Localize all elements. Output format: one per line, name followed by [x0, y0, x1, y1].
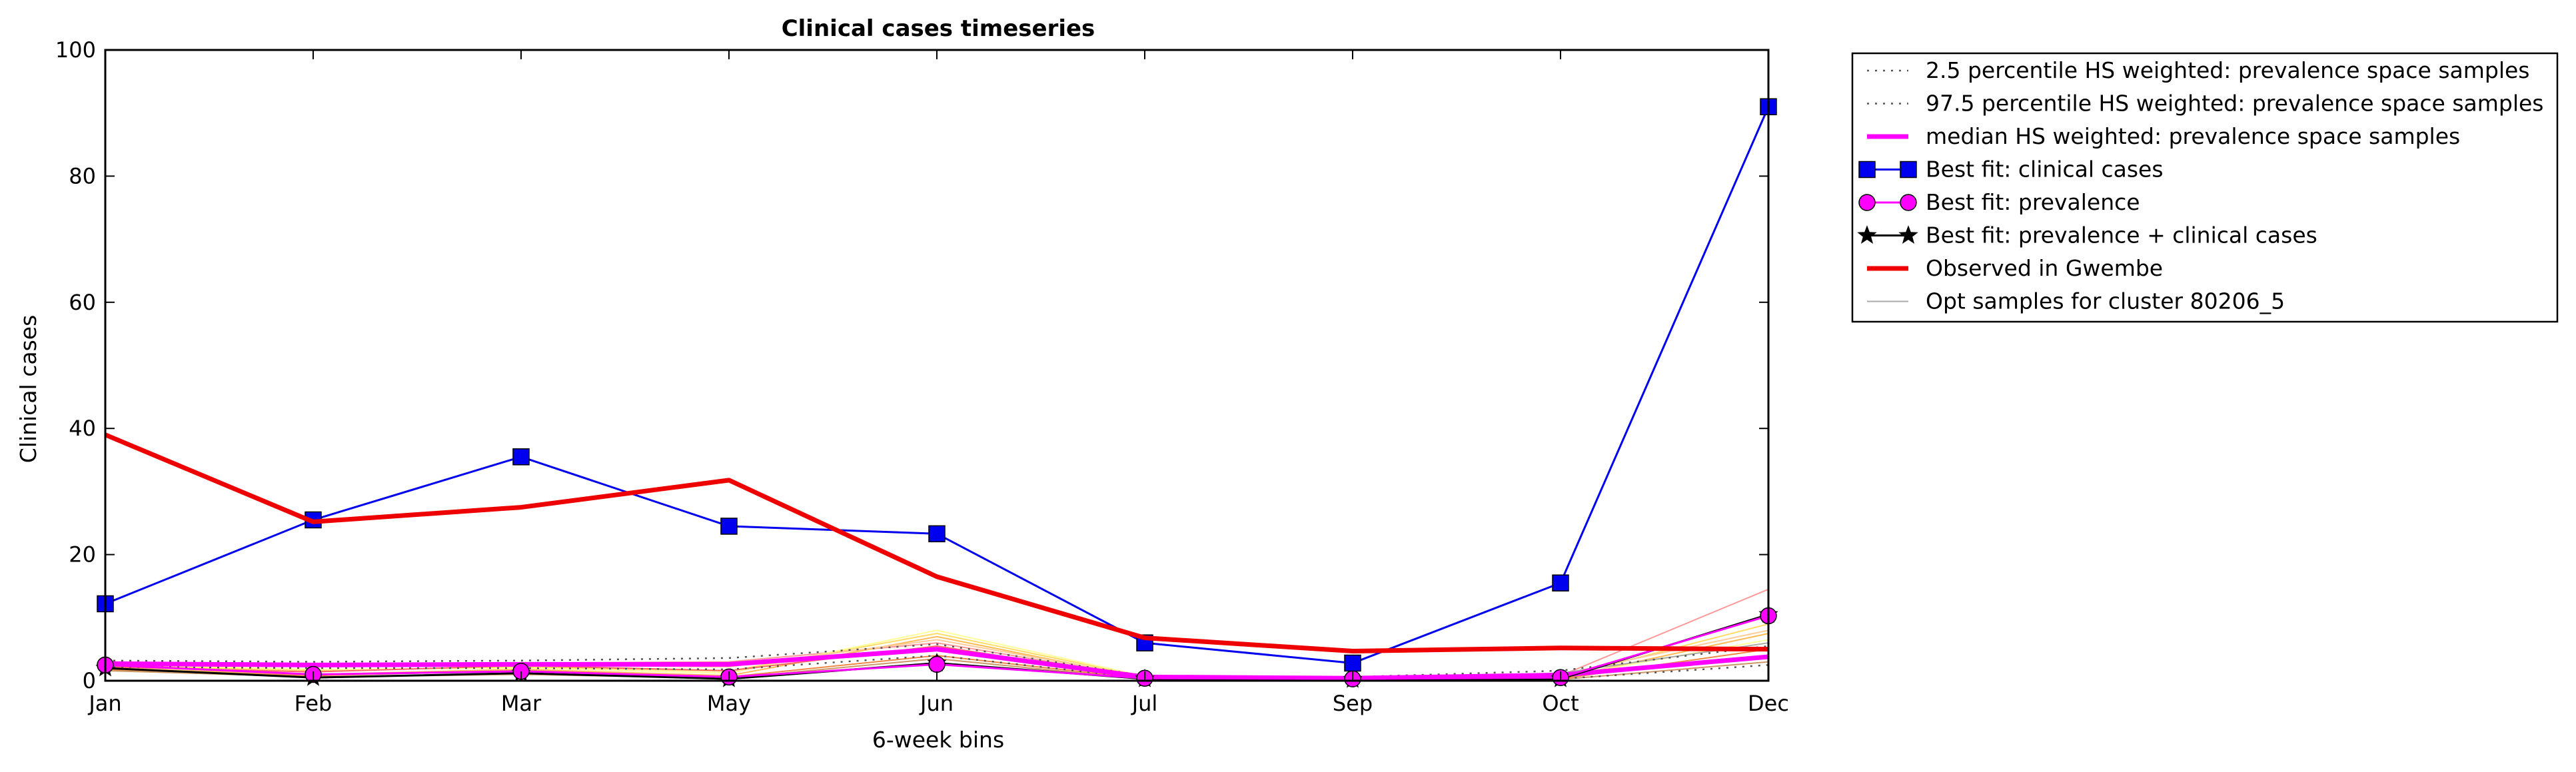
legend-label-7: Opt samples for cluster 80206_5 — [1926, 288, 2285, 314]
series-4-point-4 — [928, 655, 946, 673]
legend-label-4: Best fit: prevalence — [1926, 189, 2140, 215]
legend-marker-a-5 — [1857, 225, 1877, 244]
y-tick-label-0: 0 — [83, 668, 96, 693]
y-tick-label-4: 80 — [69, 163, 96, 189]
series-3-point-3 — [720, 518, 738, 535]
x-tick-label-8: Dec — [1748, 691, 1789, 716]
x-tick-label-6: Sep — [1333, 691, 1373, 716]
legend-label-2: median HS weighted: prevalence space sam… — [1926, 123, 2460, 149]
x-tick-label-3: May — [707, 691, 751, 716]
y-tick-label-1: 20 — [69, 542, 96, 568]
series-line-3 — [105, 106, 1770, 664]
y-tick-label-5: 100 — [55, 37, 96, 63]
legend-box — [1851, 52, 2559, 323]
chart-title: Clinical cases timeseries — [782, 15, 1095, 42]
legend: 2.5 percentile HS weighted: prevalence s… — [1851, 52, 2559, 323]
legend-marker-a-4 — [1858, 194, 1876, 211]
x-tick-label-0: Jan — [87, 691, 121, 716]
x-tick-label-5: Jul — [1131, 691, 1158, 716]
series-3-point-2 — [512, 448, 530, 466]
x-tick-label-1: Feb — [295, 691, 332, 716]
series-line-2 — [105, 647, 1769, 681]
series-line-1 — [105, 643, 1769, 678]
series-3-point-6 — [1344, 654, 1361, 672]
x-tick-label-4: Jun — [919, 691, 954, 716]
legend-label-6: Observed in Gwembe — [1926, 255, 2163, 281]
plot-area: Jan Feb Mar May Jun Jul Sep Oct Dec 0 20 40 60 80 100 — [55, 37, 1789, 716]
series-3-point-4 — [928, 525, 946, 543]
legend-marker-a-3 — [1858, 161, 1876, 179]
x-tick-label-7: Oct — [1542, 691, 1579, 716]
series-3-point-7 — [1552, 574, 1569, 591]
y-axis-label: Clinical cases — [15, 315, 41, 464]
legend-marker-b-3 — [1900, 161, 1917, 179]
x-axis-label: 6-week bins — [872, 727, 1004, 753]
y-tick-label-3: 60 — [69, 290, 96, 315]
legend-label-1: 97.5 percentile HS weighted: prevalence … — [1926, 91, 2544, 117]
legend-label-0: 2.5 percentile HS weighted: prevalence s… — [1926, 57, 2530, 83]
plot-frame — [104, 49, 1770, 682]
y-tick-label-2: 40 — [69, 416, 96, 441]
legend-marker-b-4 — [1900, 194, 1917, 211]
x-tick-label-2: Mar — [501, 691, 542, 716]
legend-label-5: Best fit: prevalence + clinical cases — [1926, 222, 2317, 248]
series-line-6 — [104, 432, 1769, 653]
legend-label-3: Best fit: clinical cases — [1926, 157, 2164, 183]
legend-marker-b-5 — [1898, 225, 1918, 244]
